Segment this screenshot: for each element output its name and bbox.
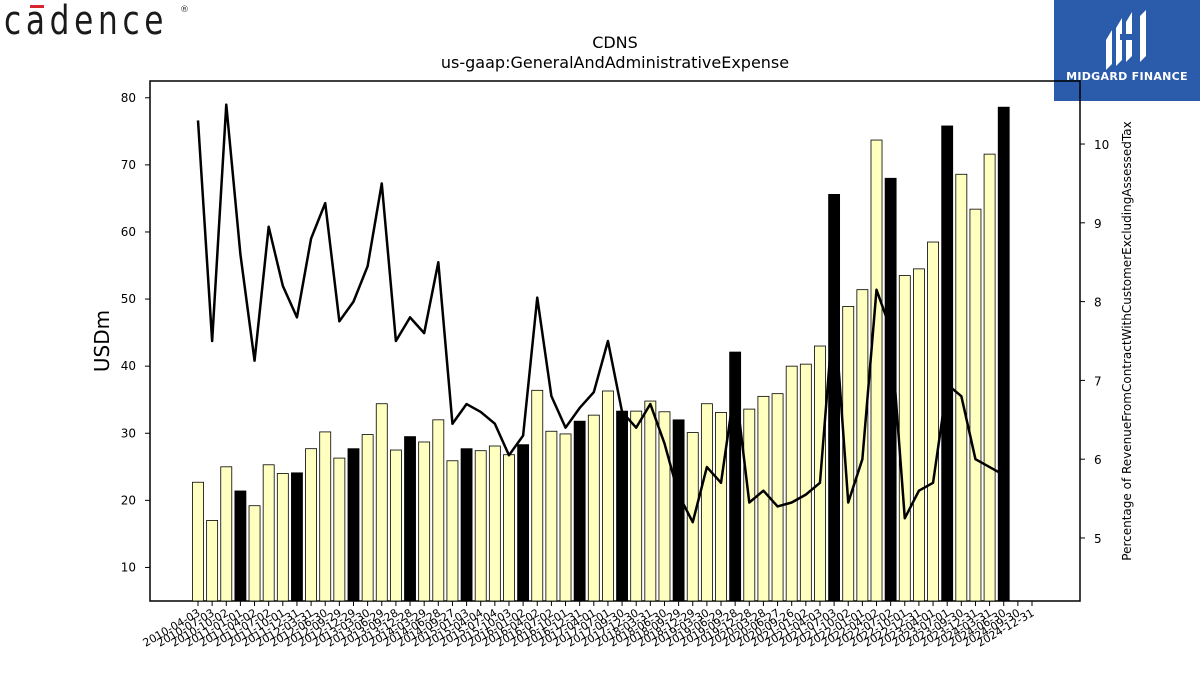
bar-40: [757, 395, 770, 602]
bars-layer: [192, 106, 1010, 602]
y-tick-label: 60: [121, 225, 136, 239]
bar-57: [997, 106, 1010, 602]
bar-24: [531, 389, 544, 602]
midgard-logo-icon: [1106, 10, 1146, 70]
series-line: [196, 103, 1005, 524]
chart-title: CDNS: [592, 33, 638, 52]
bar-1: [206, 520, 219, 602]
bar-18: [446, 460, 459, 602]
badge-label: MIDGARD FINANCE: [1066, 70, 1188, 83]
bar-9: [319, 431, 332, 602]
bar-19: [460, 448, 473, 602]
bar-11: [347, 448, 360, 602]
bar-52: [927, 241, 939, 602]
y2-axis-ticks: 5 6 7 8 9 10: [1080, 138, 1109, 546]
bar-13: [375, 403, 388, 602]
bar-32: [644, 400, 657, 602]
bar-20: [474, 450, 487, 602]
bar-10: [333, 457, 346, 602]
bar-51: [913, 268, 925, 602]
y2-axis-label: Percentage of RevenueFromContractWithCus…: [1120, 121, 1134, 560]
bar-56: [983, 153, 996, 602]
bar-53: [941, 125, 954, 602]
bar-28: [587, 414, 600, 602]
bar-54: [955, 173, 968, 602]
y-tick-label: 70: [121, 158, 136, 172]
bar-25: [545, 430, 558, 602]
y-tick-label: 10: [121, 560, 136, 574]
bar-34: [672, 419, 685, 602]
bar-0: [192, 481, 204, 602]
bar-48: [870, 139, 883, 602]
bar-30: [616, 410, 628, 602]
y-tick-label: 50: [121, 292, 136, 306]
bar-36: [700, 403, 713, 602]
y2-tick-label: 10: [1094, 138, 1109, 152]
bar-7: [291, 472, 303, 602]
logo-registered-mark: ®: [180, 5, 189, 15]
bar-14: [389, 449, 402, 602]
y-tick-label: 80: [121, 91, 136, 105]
bar-39: [743, 408, 756, 602]
badge-graphic: [1054, 0, 1200, 101]
y-tick-label: 30: [121, 426, 136, 440]
bar-2: [220, 466, 233, 602]
bar-5: [262, 464, 275, 602]
y2-tick-label: 5: [1094, 532, 1102, 546]
bar-41: [771, 393, 784, 602]
midgard-finance-badge: MIDGARD FINANCE: [1054, 0, 1200, 101]
bar-42: [785, 365, 798, 602]
bar-17: [432, 419, 445, 602]
bar-45: [828, 193, 841, 602]
bar-29: [602, 390, 614, 602]
bar-50: [898, 275, 911, 602]
y-axis-label: USDm: [90, 310, 114, 372]
logo-accent-rect: [30, 5, 44, 8]
bar-3: [234, 490, 247, 602]
bar-21: [488, 445, 501, 602]
bar-22: [503, 454, 515, 602]
y-tick-label: 20: [121, 493, 136, 507]
y-tick-label: 40: [121, 359, 136, 373]
bar-8: [305, 448, 317, 602]
bar-6: [276, 473, 289, 602]
bar-37: [715, 412, 727, 602]
bar-4: [248, 505, 261, 602]
bar-23: [517, 444, 530, 602]
bar-15: [404, 436, 416, 602]
bar-31: [630, 410, 643, 602]
chart-subtitle: us-gaap:GeneralAndAdministrativeExpense: [441, 53, 789, 72]
y2-tick-label: 7: [1094, 374, 1102, 388]
bar-43: [799, 363, 812, 602]
bar-26: [559, 433, 572, 602]
x-axis-ticks: 2010-04-032010-07-032010-10-022011-01-01…: [141, 601, 1037, 650]
bar-16: [418, 441, 431, 602]
y2-tick-label: 8: [1094, 296, 1102, 310]
bar-27: [573, 420, 586, 602]
y2-tick-label: 9: [1094, 217, 1102, 231]
bar-12: [361, 434, 374, 602]
y-axis-ticks: 10 20 30 40 50 60 70 80: [121, 91, 150, 574]
logo-accent-bar: [30, 5, 44, 8]
line-layer: [196, 103, 1005, 524]
y2-tick-label: 6: [1094, 453, 1102, 467]
plot-frame: [149, 80, 1081, 602]
bar-55: [969, 208, 982, 602]
